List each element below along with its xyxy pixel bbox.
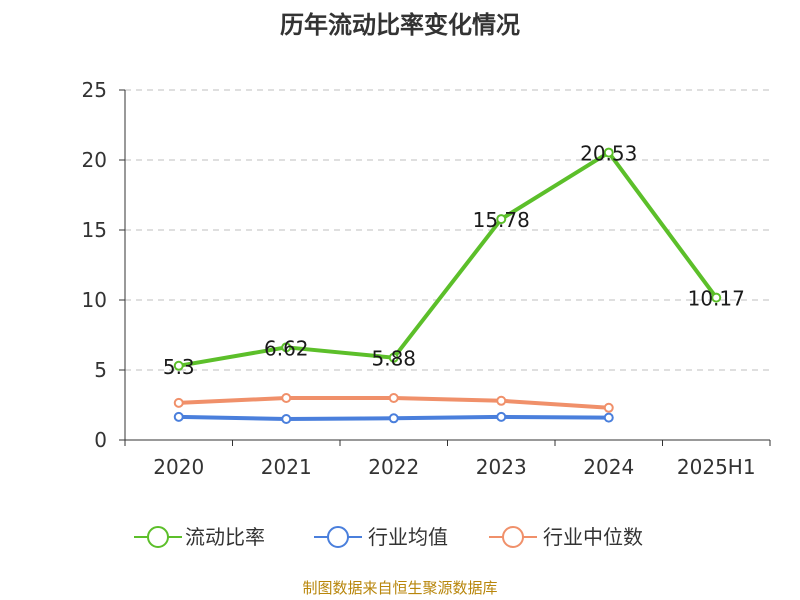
data-labels: 5.3 6.62 5.88 15.78 20.53 10.17 [163, 142, 745, 379]
x-tick-label: 2025H1 [677, 455, 756, 479]
data-point [711, 292, 722, 303]
data-point [281, 414, 292, 424]
chart-title: 历年流动比率变化情况 [280, 11, 520, 39]
data-point [496, 214, 507, 225]
source-note: 制图数据来自恒生聚源数据库 [302, 579, 497, 597]
data-point [388, 393, 399, 403]
legend-item[interactable]: 行业中位数 [489, 525, 643, 549]
data-label: 6.62 [264, 336, 309, 360]
x-tick-label: 2023 [476, 455, 527, 479]
data-label: 10.17 [688, 287, 745, 311]
gridlines [125, 89, 770, 371]
y-tick-label: 0 [94, 428, 107, 452]
data-label: 20.53 [580, 142, 637, 166]
y-tick-label: 20 [82, 148, 107, 172]
legend-swatch-marker [147, 526, 169, 548]
legend-label: 行业中位数 [543, 525, 643, 549]
data-point [603, 147, 614, 158]
series-lines [173, 147, 722, 424]
legend-label: 行业均值 [368, 525, 448, 549]
axes: 0 5 10 15 20 25 2020 2021 2022 2023 2024 2025H1 [82, 78, 771, 479]
data-label: 15.78 [473, 208, 530, 232]
data-point [388, 352, 399, 363]
y-tick-label: 10 [82, 288, 107, 312]
legend-label: 流动比率 [185, 525, 265, 549]
data-point [173, 411, 184, 422]
data-point [281, 393, 292, 403]
legend[interactable]: 流动比率 行业均值 行业中位数 [134, 525, 643, 549]
data-point [603, 412, 614, 423]
data-point [173, 360, 184, 371]
y-tick-label: 15 [82, 218, 107, 242]
data-point [496, 411, 507, 422]
data-label: 5.88 [371, 347, 416, 371]
y-tick-label: 25 [82, 78, 107, 102]
x-tick-label: 2024 [583, 455, 634, 479]
data-point [173, 397, 184, 408]
data-point [281, 342, 292, 353]
x-tick-label: 2021 [261, 455, 312, 479]
x-tick-label: 2020 [153, 455, 204, 479]
series-line [176, 150, 719, 368]
legend-item[interactable]: 流动比率 [134, 525, 265, 549]
y-tick-label: 5 [94, 358, 107, 382]
data-point [496, 395, 507, 406]
legend-item[interactable]: 行业均值 [314, 525, 448, 549]
legend-swatch-marker [502, 526, 524, 548]
data-label: 5.3 [163, 355, 195, 379]
data-point [603, 402, 614, 413]
data-point [388, 413, 399, 424]
legend-swatch-marker [327, 526, 349, 548]
x-tick-label: 2022 [368, 455, 419, 479]
